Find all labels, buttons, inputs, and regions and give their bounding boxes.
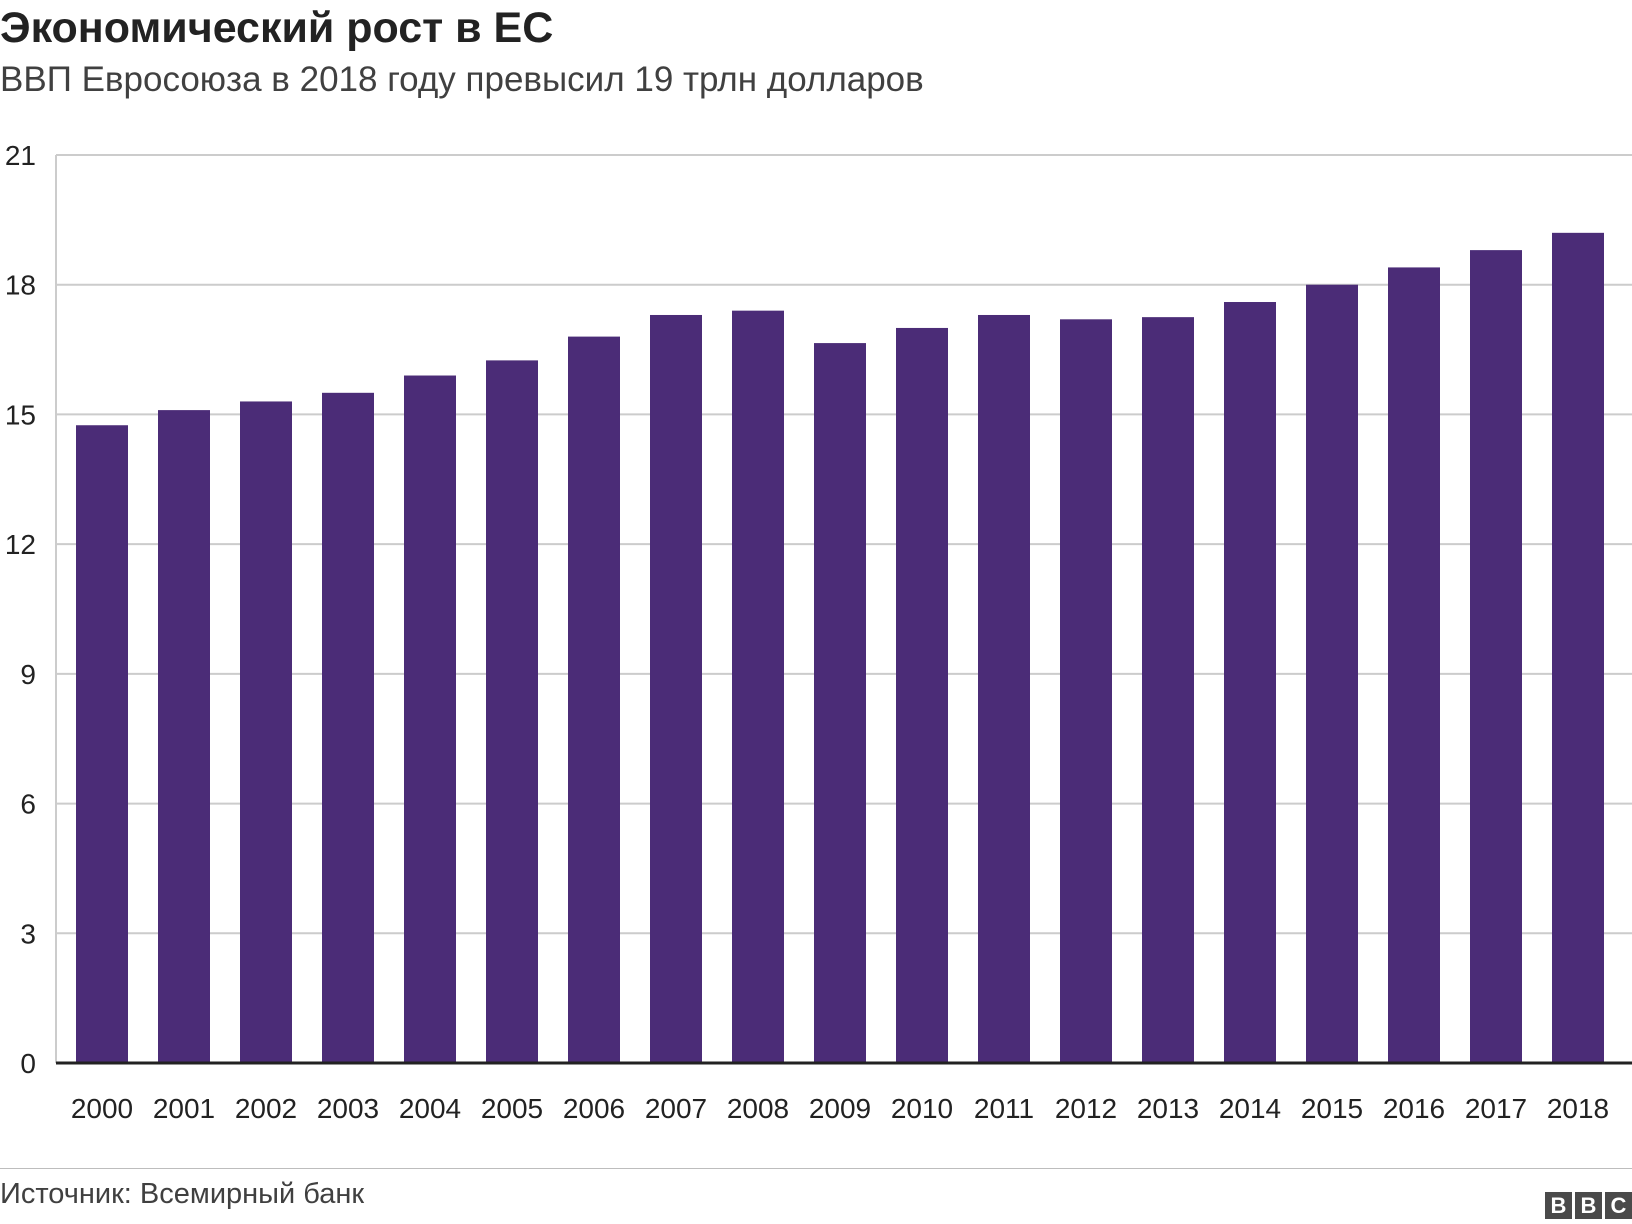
x-tick-label: 2004 bbox=[399, 1093, 461, 1124]
bar-2004 bbox=[404, 375, 456, 1063]
bar-2006 bbox=[568, 336, 620, 1064]
y-tick-label: 21 bbox=[5, 140, 36, 171]
x-tick-label: 2013 bbox=[1137, 1093, 1199, 1124]
bar-2002 bbox=[240, 401, 292, 1063]
logo-letter: C bbox=[1605, 1192, 1632, 1219]
x-tick-label: 2018 bbox=[1547, 1093, 1609, 1124]
x-tick-label: 2007 bbox=[645, 1093, 707, 1124]
y-tick-label: 6 bbox=[20, 789, 36, 820]
bbc-logo: B B C bbox=[1545, 1192, 1632, 1219]
footer-divider bbox=[0, 1168, 1632, 1169]
bar-2009 bbox=[814, 343, 866, 1064]
bar-2015 bbox=[1306, 284, 1358, 1063]
y-tick-label: 18 bbox=[5, 270, 36, 301]
bar-2013 bbox=[1142, 317, 1194, 1064]
logo-letter: B bbox=[1545, 1192, 1572, 1219]
bar-2008 bbox=[732, 310, 784, 1064]
x-tick-label: 2010 bbox=[891, 1093, 953, 1124]
bar-2005 bbox=[486, 360, 538, 1063]
bar-2010 bbox=[896, 327, 948, 1063]
y-tick-label: 15 bbox=[5, 399, 36, 430]
y-axis-ticks: 0 3 6 9 12 15 18 21 bbox=[5, 140, 36, 1079]
x-tick-label: 2002 bbox=[235, 1093, 297, 1124]
x-tick-label: 2017 bbox=[1465, 1093, 1527, 1124]
bar-2014 bbox=[1224, 302, 1276, 1063]
x-tick-label: 2014 bbox=[1219, 1093, 1281, 1124]
bar-2000 bbox=[76, 425, 128, 1063]
x-tick-label: 2012 bbox=[1055, 1093, 1117, 1124]
x-tick-label: 2006 bbox=[563, 1093, 625, 1124]
x-tick-label: 2001 bbox=[153, 1093, 215, 1124]
bar-2001 bbox=[158, 410, 210, 1064]
y-tick-label: 9 bbox=[20, 659, 36, 690]
bar-2016 bbox=[1388, 267, 1440, 1063]
bar-2011 bbox=[978, 314, 1030, 1063]
chart-title: Экономический рост в ЕС bbox=[0, 4, 554, 52]
x-tick-label: 2015 bbox=[1301, 1093, 1363, 1124]
logo-letter: B bbox=[1575, 1192, 1602, 1219]
x-tick-label: 2009 bbox=[809, 1093, 871, 1124]
bar-2012 bbox=[1060, 319, 1112, 1063]
y-tick-label: 0 bbox=[20, 1048, 36, 1079]
y-tick-label: 3 bbox=[20, 918, 36, 949]
x-axis-ticks: 2000 2001 2002 2003 2004 2005 2006 2007 2008 2009… bbox=[71, 1093, 1609, 1124]
y-tick-label: 12 bbox=[5, 529, 36, 560]
x-tick-label: 2000 bbox=[71, 1093, 133, 1124]
bar-2007 bbox=[650, 314, 702, 1063]
chart-subtitle: ВВП Евросоюза в 2018 году превысил 19 тр… bbox=[0, 60, 924, 99]
x-tick-label: 2016 bbox=[1383, 1093, 1445, 1124]
x-tick-label: 2011 bbox=[974, 1093, 1034, 1124]
bar-2017 bbox=[1470, 250, 1522, 1064]
x-tick-label: 2005 bbox=[481, 1093, 543, 1124]
x-tick-label: 2003 bbox=[317, 1093, 379, 1124]
bars bbox=[76, 232, 1604, 1064]
x-tick-label: 2008 bbox=[727, 1093, 789, 1124]
bar-2018 bbox=[1552, 232, 1604, 1064]
bar-2003 bbox=[322, 392, 374, 1063]
source-note: Источник: Всемирный банк bbox=[0, 1178, 365, 1210]
